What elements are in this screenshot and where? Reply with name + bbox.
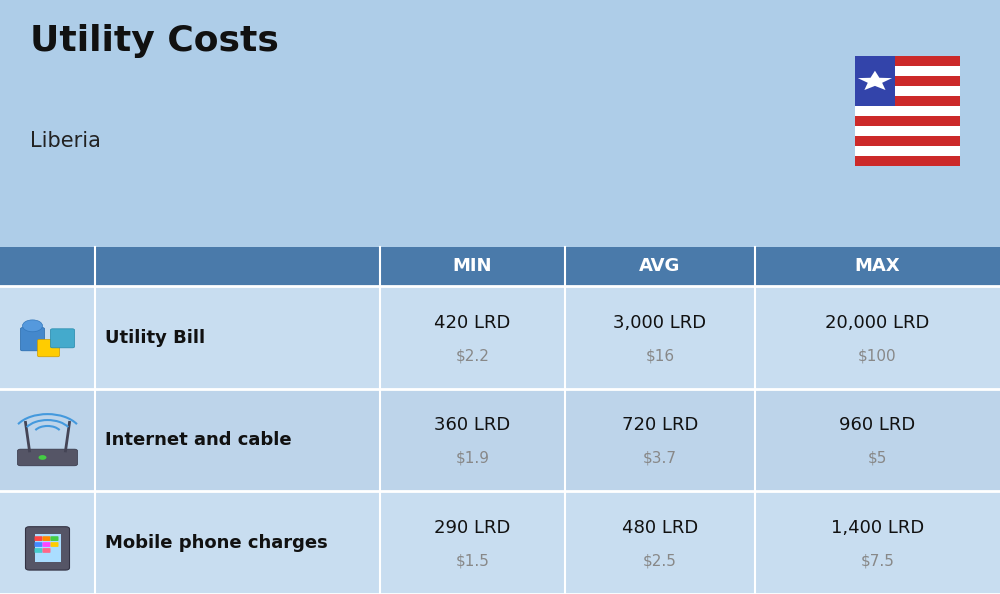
FancyBboxPatch shape	[0, 247, 1000, 286]
FancyBboxPatch shape	[855, 86, 960, 96]
FancyBboxPatch shape	[855, 156, 960, 166]
Text: 480 LRD: 480 LRD	[622, 519, 698, 537]
FancyBboxPatch shape	[50, 536, 58, 541]
Text: Liberia: Liberia	[30, 131, 101, 151]
Text: 960 LRD: 960 LRD	[839, 416, 916, 434]
Text: 420 LRD: 420 LRD	[434, 314, 511, 332]
Text: $1.9: $1.9	[456, 451, 490, 466]
FancyBboxPatch shape	[855, 116, 960, 127]
FancyBboxPatch shape	[855, 77, 960, 86]
Text: 1,400 LRD: 1,400 LRD	[831, 519, 924, 537]
FancyBboxPatch shape	[0, 491, 1000, 594]
FancyBboxPatch shape	[34, 542, 42, 547]
FancyBboxPatch shape	[34, 536, 42, 541]
FancyBboxPatch shape	[38, 340, 60, 357]
Text: $7.5: $7.5	[861, 553, 894, 568]
Text: MAX: MAX	[855, 257, 900, 276]
FancyBboxPatch shape	[42, 536, 50, 541]
FancyBboxPatch shape	[0, 286, 1000, 389]
Text: AVG: AVG	[639, 257, 681, 276]
FancyBboxPatch shape	[855, 56, 960, 67]
FancyBboxPatch shape	[855, 96, 960, 106]
FancyBboxPatch shape	[855, 137, 960, 146]
FancyBboxPatch shape	[26, 527, 70, 570]
Text: Internet and cable: Internet and cable	[105, 431, 292, 449]
Text: $3.7: $3.7	[643, 451, 677, 466]
Polygon shape	[858, 71, 892, 90]
FancyBboxPatch shape	[855, 127, 960, 137]
FancyBboxPatch shape	[855, 106, 960, 116]
FancyBboxPatch shape	[20, 328, 44, 351]
FancyBboxPatch shape	[34, 534, 60, 563]
Text: 720 LRD: 720 LRD	[622, 416, 698, 434]
FancyBboxPatch shape	[855, 67, 960, 77]
Text: $100: $100	[858, 348, 897, 363]
Text: MIN: MIN	[453, 257, 492, 276]
FancyBboxPatch shape	[50, 329, 74, 348]
Text: $1.5: $1.5	[456, 553, 489, 568]
FancyBboxPatch shape	[50, 542, 58, 547]
Text: 360 LRD: 360 LRD	[434, 416, 511, 434]
FancyBboxPatch shape	[0, 389, 1000, 491]
Text: $2.5: $2.5	[643, 553, 677, 568]
Circle shape	[22, 320, 42, 332]
Text: $5: $5	[868, 451, 887, 466]
FancyBboxPatch shape	[42, 542, 50, 547]
Text: 20,000 LRD: 20,000 LRD	[825, 314, 930, 332]
Text: $16: $16	[645, 348, 675, 363]
Text: Utility Bill: Utility Bill	[105, 328, 205, 347]
Text: Mobile phone charges: Mobile phone charges	[105, 534, 328, 552]
FancyBboxPatch shape	[18, 449, 78, 466]
Text: $2.2: $2.2	[456, 348, 489, 363]
FancyBboxPatch shape	[34, 548, 42, 553]
FancyBboxPatch shape	[855, 56, 895, 106]
FancyBboxPatch shape	[42, 548, 50, 553]
FancyBboxPatch shape	[855, 146, 960, 156]
Circle shape	[38, 455, 46, 460]
Text: 290 LRD: 290 LRD	[434, 519, 511, 537]
Text: 3,000 LRD: 3,000 LRD	[613, 314, 707, 332]
Text: Utility Costs: Utility Costs	[30, 24, 279, 58]
